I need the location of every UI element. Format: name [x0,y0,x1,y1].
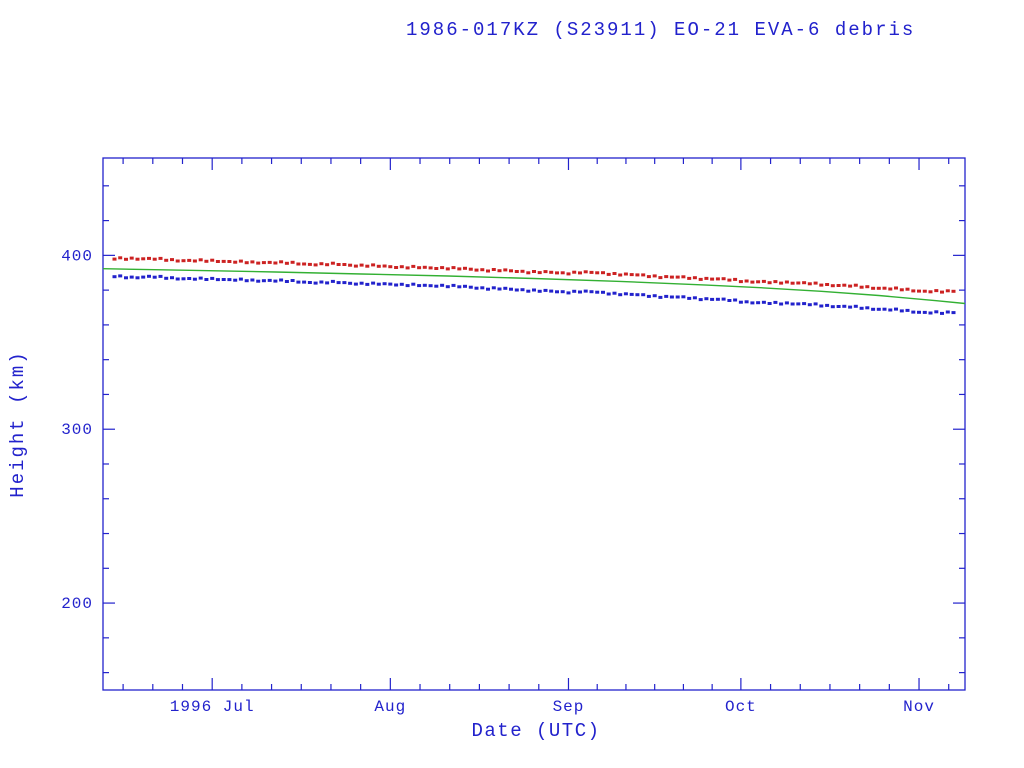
x-tick-label: Nov [903,698,935,716]
x-tick-label: Aug [374,698,406,716]
apogee-height [112,256,956,294]
y-tick-label: 200 [61,595,93,613]
x-tick-label: Oct [725,698,757,716]
x-tick-label: 1996 Jul [170,698,255,716]
perigee-height [112,274,956,315]
axis-box [102,157,966,691]
mean-height-fit [103,268,965,305]
y-tick-label: 400 [61,247,93,265]
y-tick-label: 300 [61,421,93,439]
chart-title: 1986-017KZ (S23911) EO-21 EVA-6 debris [406,19,916,41]
x-tick-label: Sep [553,698,585,716]
tick-labels: 1996 Jul Aug Sep Oct Nov 200 300 400 [61,247,935,716]
ticks [103,158,965,690]
x-axis-label: Date (UTC) [471,720,601,742]
